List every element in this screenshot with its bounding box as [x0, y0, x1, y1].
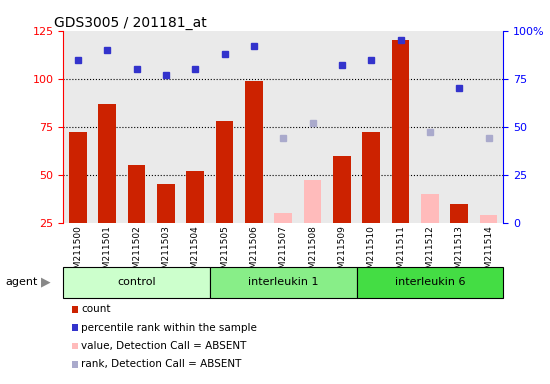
Bar [92, 31, 122, 223]
Bar [128, 165, 145, 271]
Bar [444, 31, 474, 223]
Text: interleukin 6: interleukin 6 [395, 277, 465, 287]
Text: GDS3005 / 201181_at: GDS3005 / 201181_at [54, 16, 207, 30]
Bar [421, 194, 439, 271]
Text: GSM211512: GSM211512 [425, 225, 435, 280]
Bar [356, 267, 503, 298]
Bar [63, 267, 210, 298]
Bar [157, 184, 175, 271]
Text: GSM211507: GSM211507 [279, 225, 288, 280]
Text: count: count [81, 304, 111, 314]
Text: GSM211500: GSM211500 [73, 225, 82, 280]
Text: GSM211513: GSM211513 [455, 225, 464, 280]
Bar [63, 31, 92, 223]
Bar [327, 31, 356, 223]
Text: interleukin 1: interleukin 1 [248, 277, 318, 287]
Bar [268, 31, 298, 223]
Text: GSM211514: GSM211514 [484, 225, 493, 280]
Bar [69, 132, 87, 271]
Text: control: control [117, 277, 156, 287]
Bar [415, 31, 444, 223]
Text: GSM211511: GSM211511 [396, 225, 405, 280]
Bar [180, 31, 210, 223]
Bar [386, 31, 415, 223]
Text: GSM211508: GSM211508 [308, 225, 317, 280]
Bar [362, 132, 380, 271]
Text: ▶: ▶ [41, 276, 51, 289]
Bar [304, 180, 321, 271]
Text: GSM211510: GSM211510 [367, 225, 376, 280]
Bar [239, 31, 268, 223]
Bar [98, 104, 116, 271]
Text: GSM211501: GSM211501 [103, 225, 112, 280]
Bar [480, 215, 497, 271]
Bar [274, 213, 292, 271]
Text: GSM211506: GSM211506 [249, 225, 258, 280]
Bar [122, 31, 151, 223]
Text: value, Detection Call = ABSENT: value, Detection Call = ABSENT [81, 341, 247, 351]
Text: GSM211503: GSM211503 [161, 225, 170, 280]
Text: percentile rank within the sample: percentile rank within the sample [81, 323, 257, 333]
Bar [186, 171, 204, 271]
Text: GSM211505: GSM211505 [220, 225, 229, 280]
Bar [333, 156, 351, 271]
Bar [450, 204, 468, 271]
Bar [298, 31, 327, 223]
Bar [151, 31, 180, 223]
Bar [210, 31, 239, 223]
Bar [210, 267, 356, 298]
Bar [392, 40, 409, 271]
Bar [245, 81, 263, 271]
Text: GSM211504: GSM211504 [191, 225, 200, 280]
Text: GSM211502: GSM211502 [132, 225, 141, 280]
Text: rank, Detection Call = ABSENT: rank, Detection Call = ABSENT [81, 359, 242, 369]
Bar [474, 31, 503, 223]
Text: agent: agent [6, 277, 38, 287]
Text: GSM211509: GSM211509 [337, 225, 346, 280]
Bar [216, 121, 233, 271]
Bar [356, 31, 386, 223]
